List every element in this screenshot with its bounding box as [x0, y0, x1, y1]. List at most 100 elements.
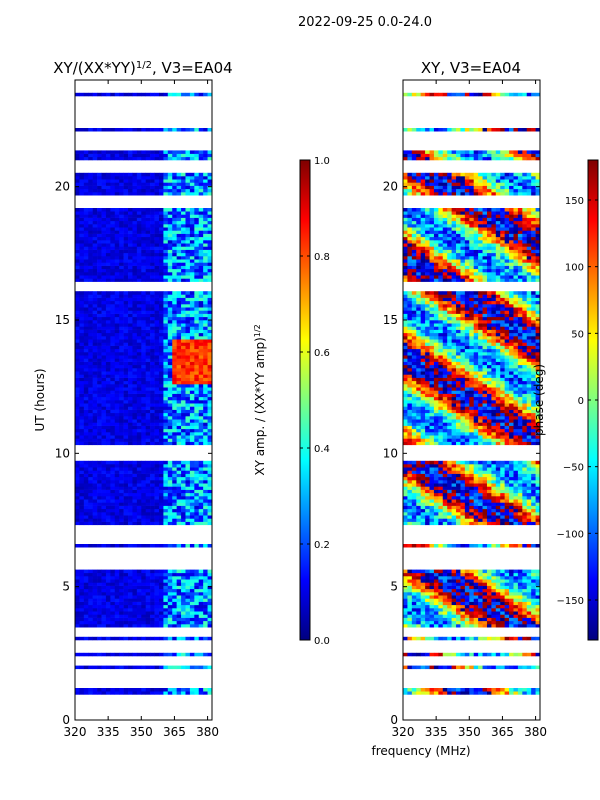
heatmap-cell: [504, 592, 510, 596]
heatmap-cell: [172, 316, 177, 321]
heatmap-cell: [167, 243, 173, 247]
x-tick-label: 320: [64, 725, 87, 739]
heatmap-cell: [154, 313, 160, 318]
heatmap-cell: [158, 236, 164, 241]
heatmap-cell: [198, 176, 204, 180]
heatmap-cell: [194, 355, 200, 359]
heatmap-cell: [136, 521, 142, 526]
heatmap-cell: [198, 297, 204, 302]
heatmap-cell: [495, 595, 501, 599]
heatmap-cell: [83, 153, 89, 158]
heatmap-cell: [97, 208, 102, 212]
heatmap-cell: [83, 246, 89, 250]
heatmap-cell: [531, 620, 536, 625]
heatmap-cell: [185, 480, 191, 484]
heatmap-cell: [150, 380, 155, 385]
heatmap-cell: [83, 585, 89, 590]
heatmap-cell: [163, 489, 169, 494]
heatmap-cell: [97, 608, 102, 612]
heatmap-cell: [114, 243, 120, 247]
heatmap-cell: [176, 585, 182, 590]
heatmap-cell: [75, 92, 80, 97]
heatmap-cell: [163, 310, 169, 314]
heatmap-cell: [433, 608, 439, 612]
heatmap-cell: [119, 438, 124, 442]
heatmap-cell: [442, 579, 448, 583]
heatmap-cell: [141, 665, 147, 670]
heatmap-cell: [101, 544, 107, 548]
heatmap-cell: [504, 572, 510, 577]
heatmap-cell: [513, 518, 519, 522]
heatmap-cell: [75, 352, 80, 356]
heatmap-cell: [181, 153, 186, 158]
heatmap-cell: [101, 636, 107, 641]
heatmap-cell: [207, 636, 213, 641]
heatmap-cell: [194, 403, 200, 407]
heatmap-cell: [403, 588, 408, 593]
heatmap-cell: [97, 582, 102, 586]
heatmap-cell: [158, 348, 164, 353]
heatmap-cell: [154, 214, 160, 218]
heatmap-cell: [88, 156, 93, 161]
heatmap-cell: [105, 438, 111, 442]
heatmap-cell: [158, 572, 164, 577]
heatmap-cell: [185, 217, 191, 222]
heatmap-cell: [189, 387, 195, 391]
heatmap-cell: [101, 521, 107, 526]
heatmap-cell: [189, 332, 195, 337]
heatmap-cell: [500, 515, 505, 519]
heatmap-cell: [83, 240, 89, 244]
heatmap-cell: [141, 304, 147, 308]
heatmap-cell: [101, 176, 107, 180]
heatmap-cell: [136, 185, 142, 190]
heatmap-cell: [132, 240, 138, 244]
heatmap-cell: [176, 416, 182, 420]
heatmap-cell: [92, 601, 98, 606]
heatmap-cell: [141, 604, 147, 609]
heatmap-cell: [97, 521, 102, 526]
heatmap-cell: [83, 601, 89, 606]
heatmap-cell: [473, 512, 479, 516]
heatmap-cell: [526, 515, 532, 519]
heatmap-cell: [517, 614, 523, 618]
heatmap-cell: [167, 300, 173, 305]
heatmap-cell: [416, 691, 421, 695]
heatmap-cell: [136, 396, 142, 401]
heatmap-cell: [403, 691, 408, 695]
heatmap-cell: [181, 544, 186, 548]
heatmap-cell: [469, 604, 475, 609]
heatmap-cell: [132, 505, 138, 510]
heatmap-cell: [403, 598, 408, 602]
heatmap-cell: [119, 336, 124, 340]
heatmap-cell: [136, 492, 142, 497]
heatmap-cell: [119, 294, 124, 298]
heatmap-cell: [128, 384, 133, 388]
heatmap-cell: [114, 352, 120, 356]
heatmap-cell: [198, 387, 204, 391]
heatmap-cell: [88, 492, 93, 497]
heatmap-cell: [425, 604, 430, 609]
heatmap-cell: [75, 361, 80, 366]
heatmap-cell: [145, 291, 151, 295]
heatmap-cell: [167, 688, 173, 692]
heatmap-cell: [105, 368, 111, 372]
heatmap-cell: [97, 569, 102, 574]
heatmap-cell: [451, 620, 457, 625]
heatmap-cell: [509, 624, 514, 628]
heatmap-cell: [194, 384, 200, 388]
heatmap-cell: [185, 624, 191, 628]
heatmap-cell: [83, 304, 89, 308]
heatmap-cell: [75, 262, 80, 266]
heatmap-cell: [198, 256, 204, 260]
heatmap-cell: [119, 352, 124, 356]
heatmap-cell: [145, 230, 151, 234]
heatmap-cell: [176, 595, 182, 599]
heatmap-cell: [185, 585, 191, 590]
heatmap-cell: [136, 624, 142, 628]
heatmap-cell: [158, 233, 164, 238]
heatmap-cell: [92, 486, 98, 490]
heatmap-cell: [495, 521, 501, 526]
heatmap-cell: [75, 432, 80, 436]
heatmap-cell: [110, 604, 116, 609]
heatmap-cell: [158, 422, 164, 426]
